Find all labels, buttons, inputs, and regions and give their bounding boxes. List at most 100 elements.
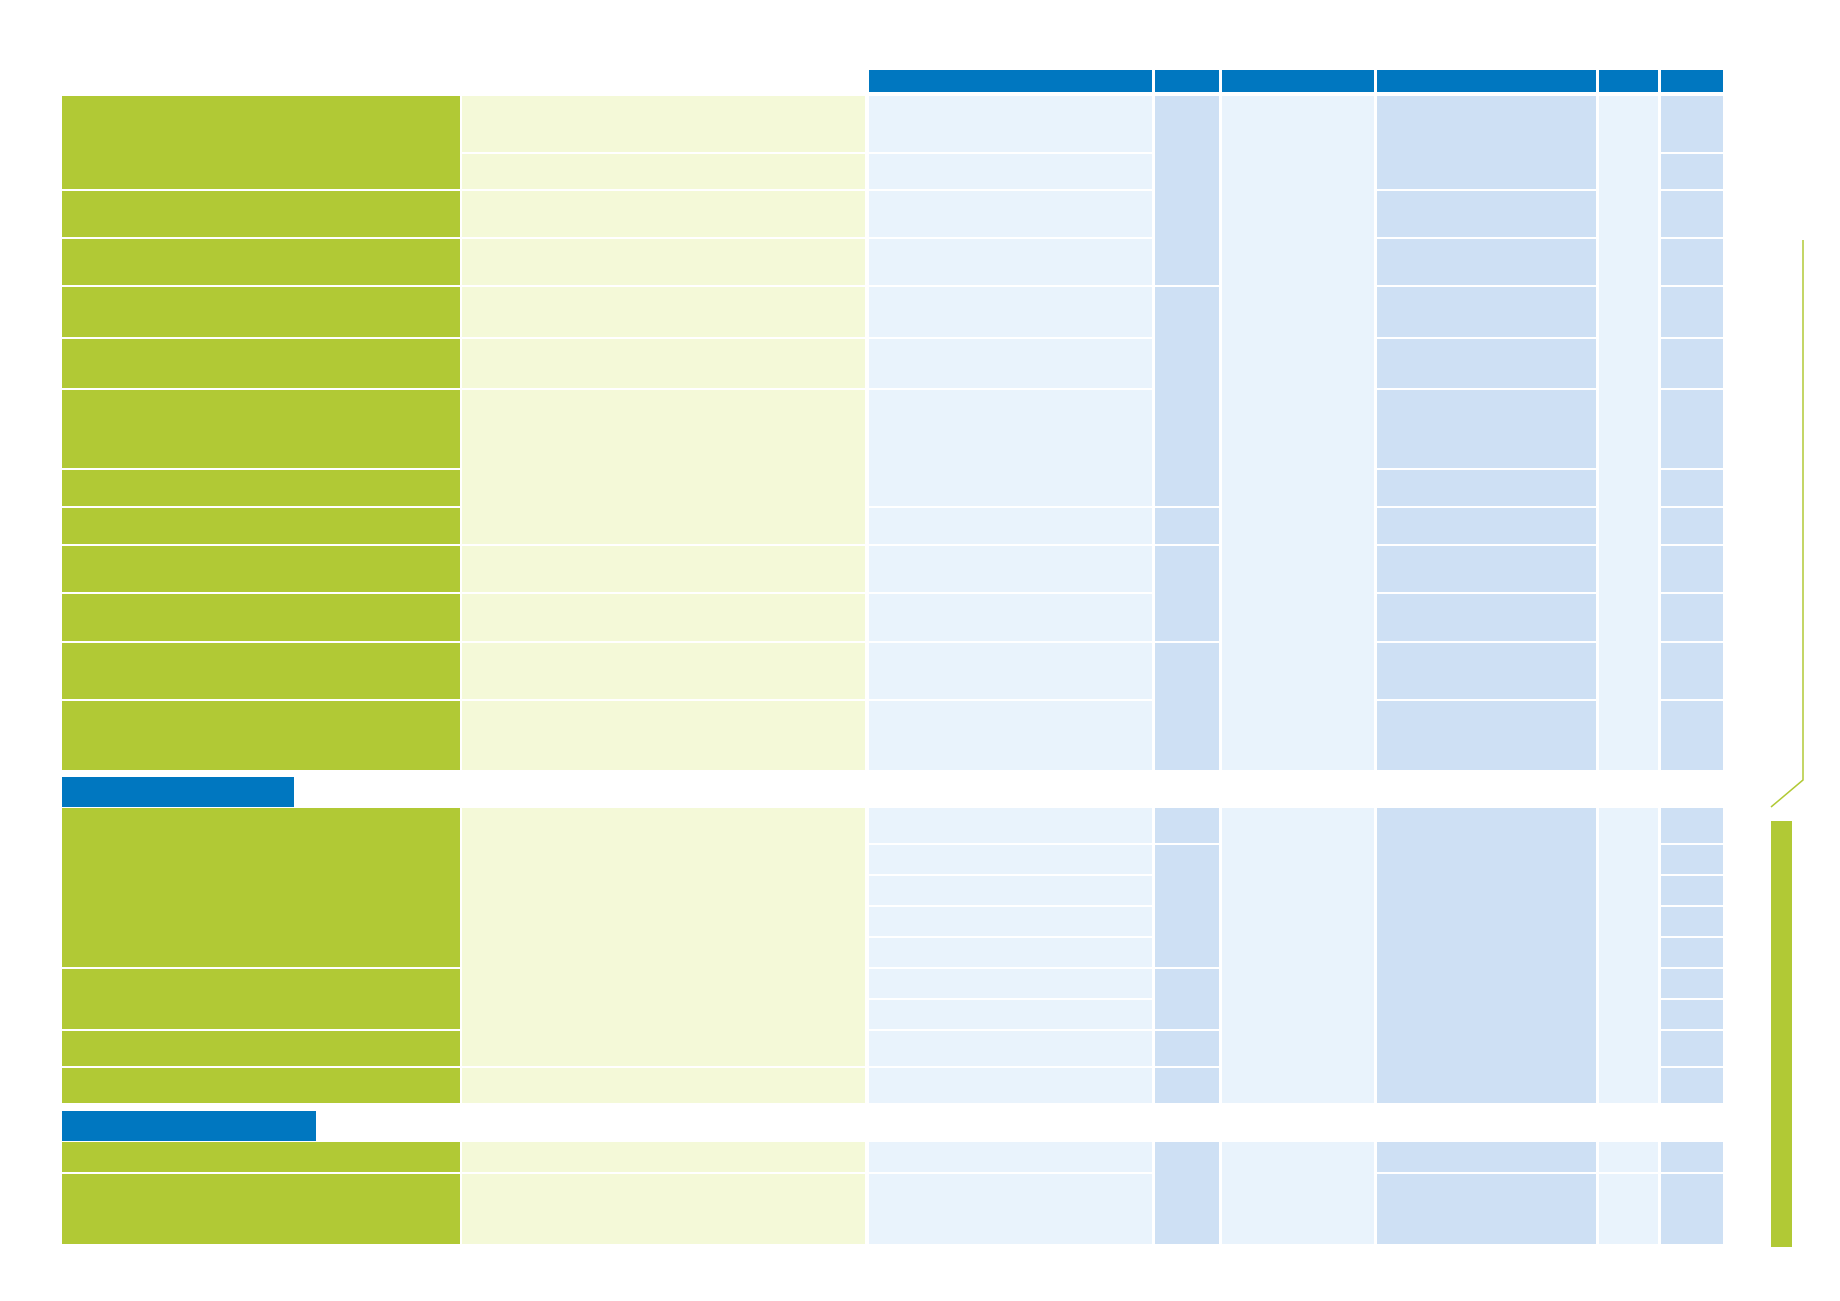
table-cell	[1661, 1000, 1723, 1029]
table-cell	[462, 808, 865, 1066]
table-cell	[1599, 1174, 1658, 1244]
table-cell	[869, 1000, 1152, 1029]
table-row-label	[62, 594, 460, 641]
table-row-label	[62, 969, 460, 1029]
table-cell	[1599, 96, 1658, 770]
table-cell	[869, 1068, 1152, 1103]
table-cell	[462, 1068, 865, 1103]
table-cell	[1155, 1142, 1219, 1244]
table-cell	[1155, 845, 1219, 967]
header-cell-2	[1155, 70, 1219, 92]
table-cell	[869, 845, 1152, 874]
table-cell	[1599, 808, 1658, 1103]
table-cell	[869, 546, 1152, 592]
table-cell	[1661, 339, 1723, 388]
table-row-label	[62, 546, 460, 592]
table-cell	[1661, 701, 1723, 770]
table-row-label	[62, 508, 460, 544]
table-cell	[869, 907, 1152, 936]
table-cell	[462, 1174, 865, 1244]
table-cell	[1377, 546, 1596, 592]
table-cell	[1222, 1142, 1374, 1244]
table-cell	[1377, 643, 1596, 699]
table-row-label	[62, 808, 460, 967]
table-cell	[1661, 239, 1723, 285]
table-cell	[869, 938, 1152, 967]
table-cell	[869, 339, 1152, 388]
header-cell-3	[1222, 70, 1374, 92]
table-cell	[462, 594, 865, 641]
table-cell	[462, 239, 865, 285]
table-cell	[869, 96, 1152, 152]
table-cell	[1661, 643, 1723, 699]
table-cell	[1155, 808, 1219, 843]
table-cell	[1661, 191, 1723, 237]
table-cell	[1661, 154, 1723, 189]
table-cell	[1377, 239, 1596, 285]
table-cell	[462, 546, 865, 592]
table-cell	[1155, 969, 1219, 1029]
table-cell	[1661, 546, 1723, 592]
table-cell	[869, 701, 1152, 770]
table-cell	[1661, 1174, 1723, 1244]
table-cell	[1155, 1068, 1219, 1103]
table-cell	[1661, 96, 1723, 152]
table-cell	[1222, 96, 1374, 770]
table-cell	[869, 239, 1152, 285]
table-cell	[462, 339, 865, 388]
header-cell-6	[1661, 70, 1723, 92]
header-cell-1	[869, 70, 1152, 92]
table-cell	[1661, 1068, 1723, 1103]
table-cell	[1377, 508, 1596, 544]
table-cell	[1661, 938, 1723, 967]
section-heading-2	[62, 777, 294, 807]
header-cell-4	[1377, 70, 1596, 92]
table-cell	[1377, 191, 1596, 237]
table-cell	[1377, 594, 1596, 641]
table-cell	[869, 1142, 1152, 1172]
table-row-label	[62, 287, 460, 337]
table-cell	[869, 287, 1152, 337]
table-row-label	[62, 1174, 460, 1244]
table-cell	[869, 643, 1152, 699]
table-cell	[869, 508, 1152, 544]
table-cell	[1377, 339, 1596, 388]
table-cell	[462, 1142, 865, 1172]
table-cell	[1661, 845, 1723, 874]
table-cell	[869, 390, 1152, 506]
table-cell	[462, 191, 865, 237]
table-cell	[1377, 287, 1596, 337]
table-cell	[1661, 1142, 1723, 1172]
table-row-label	[62, 390, 460, 468]
table-cell	[1661, 594, 1723, 641]
table-row-label	[62, 643, 460, 699]
table-row-label	[62, 1068, 460, 1103]
table-cell	[869, 1031, 1152, 1066]
table-cell	[1661, 1031, 1723, 1066]
table-row-label	[62, 1142, 460, 1172]
table-cell	[1155, 96, 1219, 285]
table-cell	[869, 876, 1152, 905]
table-cell	[1377, 701, 1596, 770]
table-cell	[1661, 287, 1723, 337]
table-cell	[1377, 808, 1596, 1103]
table-cell	[1661, 508, 1723, 544]
table-row-label	[62, 701, 460, 770]
table-cell	[1661, 808, 1723, 843]
table-cell	[1222, 808, 1374, 1103]
table-cell	[869, 1174, 1152, 1244]
table-cell	[462, 96, 865, 152]
table-row-label	[62, 191, 460, 237]
table-row-label	[62, 96, 460, 189]
table-cell	[1377, 390, 1596, 468]
table-cell	[462, 390, 865, 544]
table-cell	[1661, 390, 1723, 468]
table-row-label	[62, 339, 460, 388]
header-cell-5	[1599, 70, 1658, 92]
table-cell	[869, 594, 1152, 641]
table-cell	[1599, 1142, 1658, 1172]
table-cell	[869, 808, 1152, 843]
table-row-label	[62, 1031, 460, 1066]
table-cell	[1377, 1142, 1596, 1172]
table-cell	[1661, 969, 1723, 998]
